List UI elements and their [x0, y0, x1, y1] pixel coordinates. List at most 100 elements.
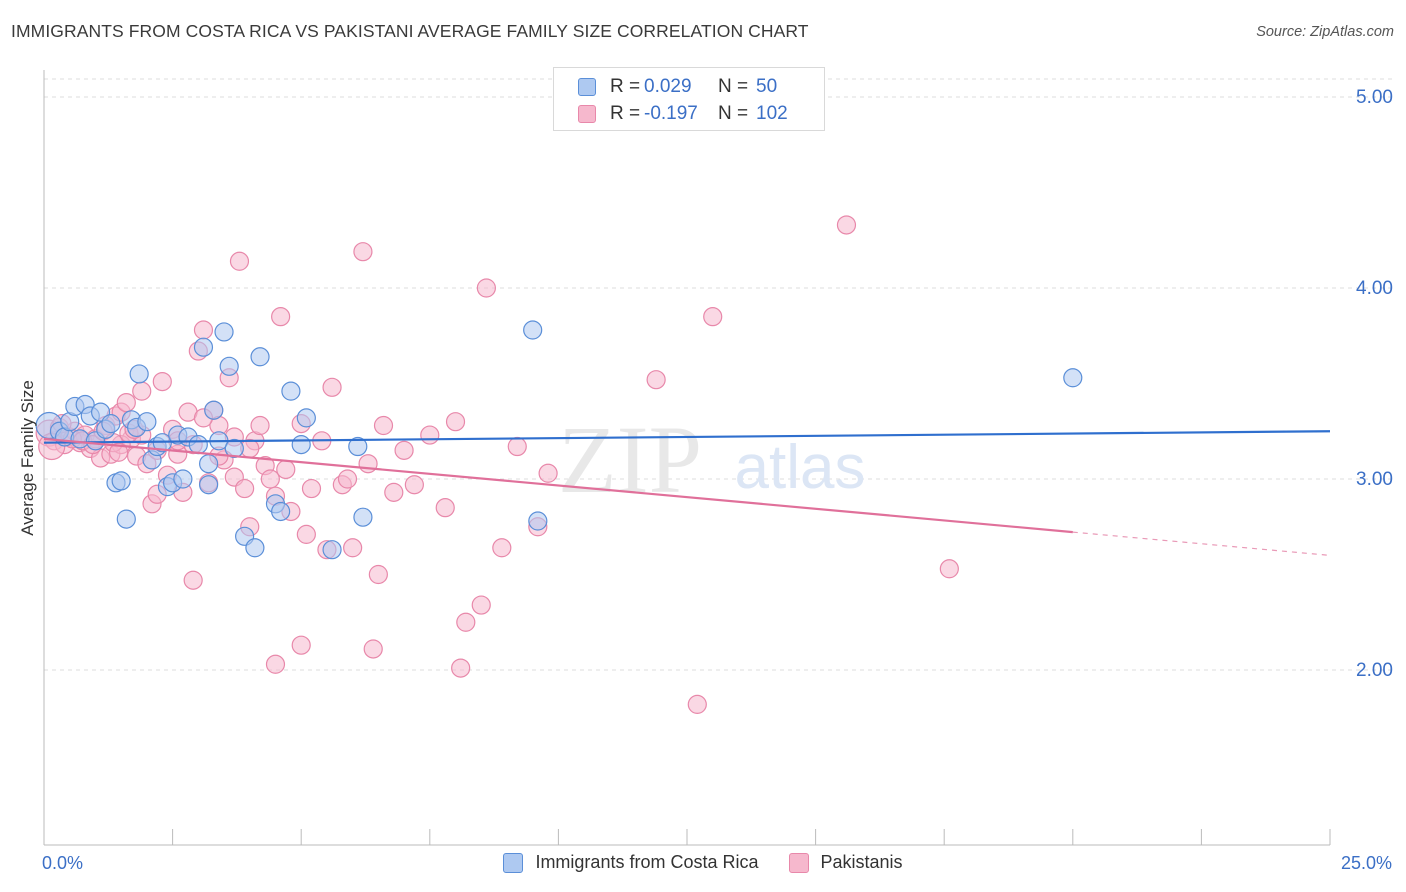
legend-row-costa-rica: R = 0.029 N = 50 — [578, 75, 777, 99]
legend-r-label: R = — [610, 76, 641, 97]
trend-line-pakistanis-extension — [1072, 531, 1331, 556]
point-pakistanis — [451, 658, 471, 678]
point-pakistanis — [384, 482, 404, 502]
chart-title: IMMIGRANTS FROM COSTA RICA VS PAKISTANI … — [11, 21, 809, 41]
point-costa-rica — [199, 475, 219, 495]
legend-n-value: 102 — [756, 103, 788, 124]
point-pakistanis — [368, 564, 388, 585]
y-tick-label: 3.00 — [1356, 469, 1393, 490]
point-pakistanis — [250, 415, 270, 436]
legend-n-label: N = — [718, 76, 749, 97]
point-pakistanis — [646, 370, 666, 390]
watermark-atlas: atlas — [735, 433, 866, 502]
point-costa-rica — [204, 400, 224, 420]
x-tick-min: 0.0% — [42, 853, 84, 873]
series-costa-rica — [35, 320, 1083, 560]
legend-n-label: N = — [718, 103, 749, 124]
legend-n-value: 50 — [756, 76, 778, 97]
point-pakistanis — [507, 436, 527, 457]
point-pakistanis — [193, 320, 214, 340]
legend-swatch-pink — [578, 105, 596, 123]
point-pakistanis — [492, 538, 512, 558]
point-pakistanis — [836, 215, 857, 235]
point-costa-rica — [348, 436, 368, 457]
point-pakistanis — [291, 635, 311, 655]
point-costa-rica — [116, 509, 136, 529]
point-pakistanis — [322, 377, 342, 397]
trend-line-pakistanis — [43, 437, 1073, 534]
point-costa-rica — [1063, 368, 1083, 388]
point-costa-rica — [291, 435, 311, 455]
point-pakistanis — [152, 371, 172, 392]
point-pakistanis — [301, 478, 322, 499]
legend-swatch-pink — [788, 852, 809, 873]
point-pakistanis — [373, 415, 394, 436]
point-costa-rica — [523, 320, 543, 340]
point-pakistanis — [476, 278, 496, 298]
series-legend: Immigrants from Costa Rica Pakistanis — [0, 852, 1406, 873]
point-pakistanis — [435, 498, 455, 518]
trend-line-costa-rica — [43, 430, 1331, 444]
point-pakistanis — [271, 307, 291, 327]
y-tick-label: 2.00 — [1356, 660, 1393, 681]
point-costa-rica — [224, 438, 244, 459]
legend-swatch-blue — [578, 78, 596, 96]
legend-r-value: 0.029 — [644, 76, 692, 97]
y-tick-label: 5.00 — [1356, 87, 1393, 108]
point-costa-rica — [271, 501, 291, 522]
trend-lines — [43, 430, 1331, 556]
legend-swatch-blue — [503, 852, 524, 873]
x-tick-max: 25.0% — [1340, 853, 1392, 873]
point-pakistanis — [394, 440, 414, 460]
point-costa-rica — [353, 507, 373, 527]
point-pakistanis — [235, 478, 255, 499]
point-pakistanis — [358, 454, 378, 474]
legend-item-costa-rica[interactable]: Immigrants from Costa Rica — [503, 852, 759, 873]
legend-r-label: R = — [610, 103, 641, 124]
point-costa-rica — [137, 412, 157, 432]
point-pakistanis — [471, 595, 491, 615]
point-costa-rica — [245, 538, 265, 558]
point-costa-rica — [250, 347, 270, 367]
point-pakistanis — [183, 570, 203, 590]
point-costa-rica — [199, 454, 219, 474]
point-pakistanis — [337, 469, 358, 489]
y-tick-label: 4.00 — [1356, 278, 1393, 299]
point-pakistanis — [132, 381, 152, 401]
point-pakistanis — [265, 654, 286, 674]
point-pakistanis — [939, 559, 959, 579]
point-pakistanis — [456, 612, 476, 632]
y-axis-label: Average Family Size — [18, 380, 37, 536]
point-pakistanis — [108, 442, 129, 462]
point-costa-rica — [129, 364, 149, 384]
point-costa-rica — [214, 322, 234, 342]
point-pakistanis — [353, 242, 373, 262]
point-pakistanis — [687, 694, 707, 714]
point-pakistanis — [229, 251, 250, 271]
point-pakistanis — [420, 425, 440, 445]
watermark: ZIP atlas — [558, 406, 865, 513]
point-pakistanis — [343, 538, 363, 558]
point-costa-rica — [322, 540, 342, 560]
point-costa-rica — [219, 356, 239, 376]
point-costa-rica — [528, 511, 548, 531]
legend-item-pakistanis[interactable]: Pakistanis — [788, 852, 903, 873]
point-costa-rica — [101, 414, 121, 434]
point-pakistanis — [260, 469, 280, 489]
grid-lines — [44, 78, 1395, 671]
watermark-zip: ZIP — [558, 406, 702, 513]
point-pakistanis — [363, 639, 383, 659]
point-pakistanis — [538, 463, 558, 483]
point-pakistanis — [703, 307, 723, 327]
source-label: Source: ZipAtlas.com — [1256, 24, 1394, 40]
point-costa-rica — [193, 337, 214, 357]
point-costa-rica — [188, 435, 208, 455]
point-pakistanis — [445, 412, 466, 432]
point-costa-rica — [281, 381, 301, 401]
point-costa-rica — [173, 469, 193, 489]
point-pakistanis — [404, 475, 424, 495]
point-costa-rica — [111, 471, 131, 491]
point-pakistanis — [296, 524, 316, 544]
point-pakistanis — [116, 393, 136, 413]
